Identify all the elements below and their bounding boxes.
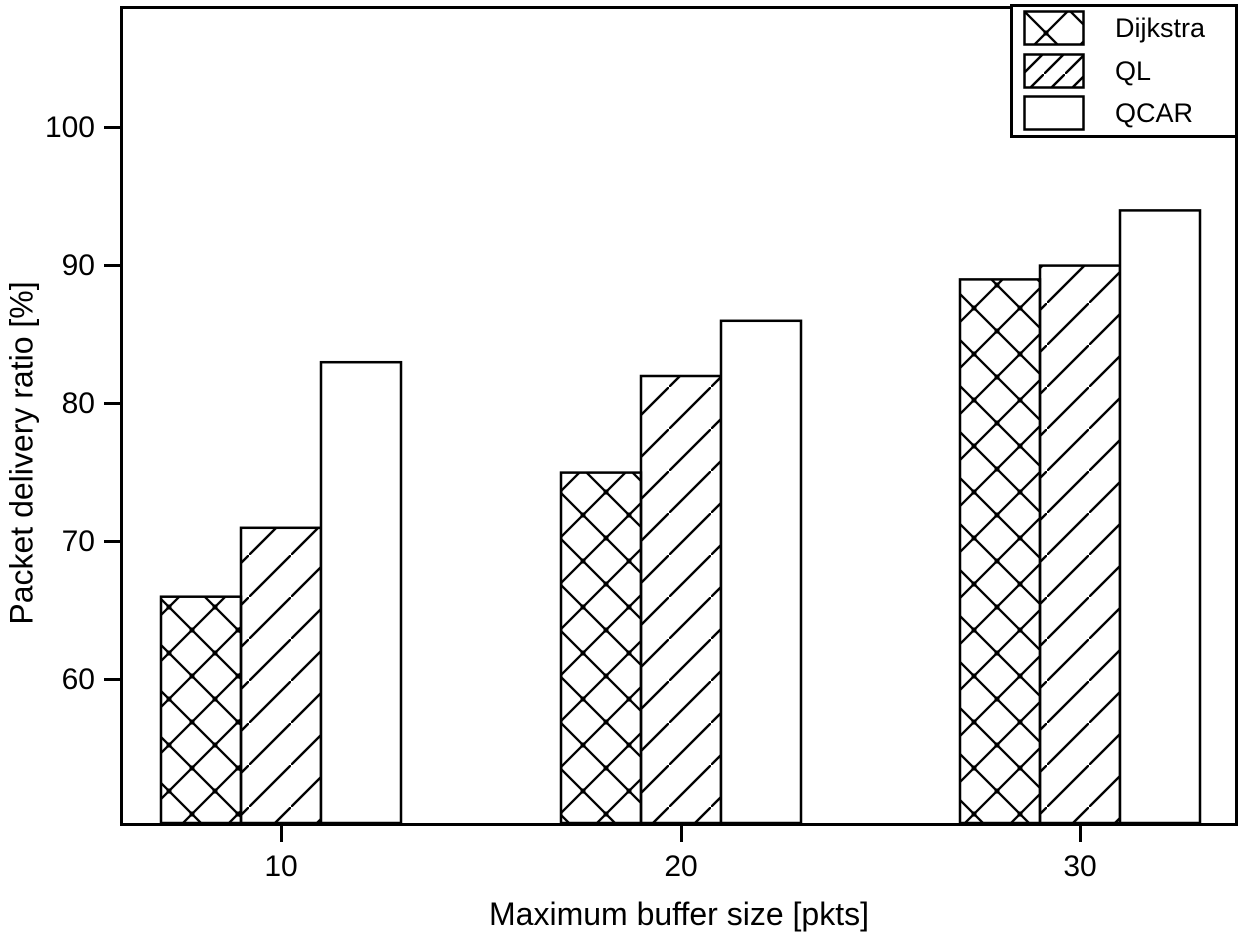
legend-swatch-qcar-icon bbox=[1023, 95, 1085, 131]
y-tick-label-90: 90 bbox=[61, 249, 95, 282]
x-tick-label-20: 20 bbox=[664, 850, 698, 883]
bar-ql-20 bbox=[639, 374, 723, 823]
x-tick-label-30: 30 bbox=[1063, 850, 1097, 883]
bar-dijkstra-20 bbox=[559, 471, 643, 823]
x-axis-title: Maximum buffer size [pkts] bbox=[489, 896, 869, 932]
y-tick-100 bbox=[104, 126, 120, 129]
y-tick-70 bbox=[104, 540, 120, 543]
x-tick-label-10: 10 bbox=[264, 850, 298, 883]
bar-ql-30 bbox=[1038, 264, 1122, 823]
legend-label-ql: QL bbox=[1115, 55, 1152, 86]
bar-qcar-20 bbox=[719, 319, 803, 823]
x-tick-20 bbox=[680, 826, 683, 842]
y-tick-label-70: 70 bbox=[61, 525, 95, 558]
plot-frame bbox=[120, 6, 1238, 826]
legend-row-ql: QL bbox=[1023, 52, 1151, 90]
bar-dijkstra-10 bbox=[159, 595, 243, 823]
bar-ql-10 bbox=[239, 526, 323, 823]
bar-qcar-10 bbox=[319, 360, 403, 823]
y-tick-90 bbox=[104, 264, 120, 267]
y-tick-60 bbox=[104, 678, 120, 681]
bars-svg bbox=[159, 209, 1202, 823]
bar-qcar-30 bbox=[1118, 209, 1202, 823]
y-tick-label-60: 60 bbox=[61, 663, 95, 696]
legend-label-qcar: QCAR bbox=[1115, 97, 1194, 128]
legend-row-dijkstra: Dijkstra bbox=[1023, 9, 1205, 47]
legend-row-qcar: QCAR bbox=[1023, 94, 1193, 132]
y-tick-80 bbox=[104, 402, 120, 405]
y-tick-label-100: 100 bbox=[44, 111, 95, 144]
y-tick-label-80: 80 bbox=[61, 387, 95, 420]
y-axis-title: Packet delivery ratio [%] bbox=[3, 281, 40, 625]
legend-swatch-ql-icon bbox=[1023, 53, 1085, 89]
legend-swatch-dijkstra-icon bbox=[1023, 10, 1085, 46]
x-tick-10 bbox=[280, 826, 283, 842]
legend-label-dijkstra: Dijkstra bbox=[1115, 12, 1206, 43]
legend: Dijkstra QL QCAR bbox=[1010, 4, 1238, 138]
x-tick-30 bbox=[1079, 826, 1082, 842]
bar-dijkstra-30 bbox=[958, 278, 1042, 823]
